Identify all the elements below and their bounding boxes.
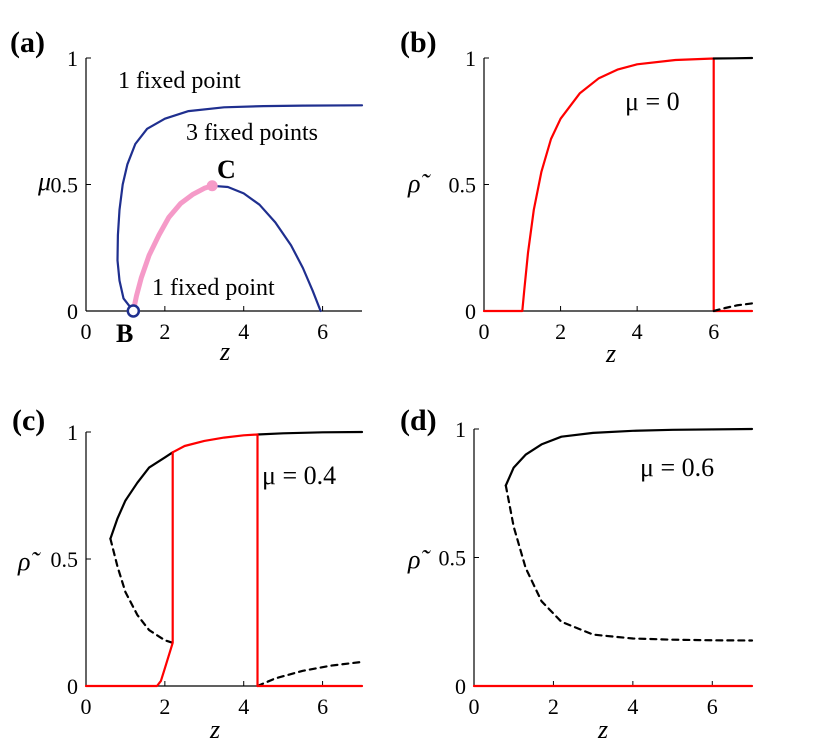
- y-tick-label: 0.5: [51, 173, 79, 198]
- y-tick-label: 1: [67, 420, 78, 445]
- y-tick-label: 0.5: [51, 547, 79, 572]
- series-line-3: [109, 537, 174, 644]
- y-tick-label: 0.5: [439, 546, 467, 571]
- panel-letter-a: (a): [10, 26, 45, 59]
- mu-value-label-b: μ = 0: [625, 87, 680, 116]
- plot-b-marks: 0 2 4 6 0 0.5 1: [449, 46, 754, 344]
- y-axis-label-c: ρ̃: [17, 547, 41, 576]
- x-tick-label: 0: [469, 694, 480, 719]
- x-tick-label: 4: [238, 319, 249, 344]
- x-tick-label: 4: [627, 694, 638, 719]
- mu-value-label-d: μ = 0.6: [640, 453, 714, 482]
- series-line-2: [211, 184, 322, 313]
- annotation-1-fixed-point-top: 1 fixed point: [118, 68, 241, 94]
- series-line-1: [116, 104, 364, 313]
- series-line-1: [109, 451, 174, 540]
- point-marker-b: [126, 304, 141, 318]
- annotation-3-fixed-points: 3 fixed points: [186, 120, 318, 146]
- series-line-5: [84, 433, 364, 688]
- x-tick-label: 2: [159, 319, 170, 344]
- x-tick-label: 6: [707, 694, 718, 719]
- series-line-4: [256, 660, 364, 688]
- panel-a: 0 2 4 6 0 0.5 1 (a) μ z 1 fixed point 3 fixed …: [10, 26, 364, 366]
- y-axis-label-b: ρ̃: [407, 169, 431, 198]
- series-line-2: [256, 430, 364, 436]
- x-axis-label-d: z: [597, 715, 608, 744]
- x-axis-label-c: z: [209, 715, 220, 744]
- point-marker-c: [206, 180, 218, 192]
- y-tick-label: 1: [455, 417, 466, 442]
- x-tick-label: 6: [708, 319, 719, 344]
- x-axis-label-b: z: [605, 339, 616, 368]
- x-tick-label: 4: [632, 319, 643, 344]
- x-tick-label: 2: [555, 319, 566, 344]
- x-tick-label: 6: [317, 319, 328, 344]
- x-tick-label: 6: [317, 694, 328, 719]
- x-axis-label-a: z: [219, 337, 230, 366]
- y-tick-label: 0.5: [449, 173, 477, 198]
- series-line-2: [712, 56, 754, 60]
- y-tick-label: 1: [67, 46, 78, 71]
- plot-d-marks: 0 2 4 6 0 0.5 1: [439, 417, 754, 719]
- x-tick-label: 4: [238, 694, 249, 719]
- annotation-1-fixed-point-bottom: 1 fixed point: [152, 275, 275, 301]
- plot-a-marks: 0 2 4 6 0 0.5 1: [51, 46, 364, 344]
- x-tick-label: 0: [81, 694, 92, 719]
- point-label-c: C: [217, 155, 236, 184]
- mu-value-label-c: μ = 0.4: [262, 461, 336, 490]
- panel-d: 0 2 4 6 0 0.5 1 (d) ρ̃ z μ = 0.6: [400, 404, 754, 744]
- panel-c: 0 2 4 6 0 0.5 1 (c) ρ̃ z μ = 0.4: [12, 404, 364, 744]
- panel-letter-b: (b): [400, 26, 437, 59]
- panel-letter-d: (d): [400, 404, 437, 437]
- plot-c-marks: 0 2 4 6 0 0.5 1: [51, 420, 364, 719]
- y-axis-label-a: μ: [37, 167, 51, 196]
- y-tick-label: 0: [455, 674, 466, 699]
- point-label-b: B: [116, 319, 133, 348]
- y-tick-label: 1: [465, 46, 476, 71]
- series-line-3: [712, 302, 754, 313]
- x-tick-label: 2: [159, 694, 170, 719]
- y-tick-label: 0: [67, 299, 78, 324]
- x-tick-label: 2: [548, 694, 559, 719]
- series-line-1: [482, 57, 754, 313]
- series-line-3: [130, 183, 215, 314]
- x-tick-label: 0: [479, 319, 490, 344]
- x-tick-label: 0: [81, 319, 92, 344]
- y-tick-label: 0: [465, 299, 476, 324]
- y-axis-label-d: ρ̃: [407, 545, 431, 574]
- panel-b: 0 2 4 6 0 0.5 1 (b) ρ̃ z μ = 0: [400, 26, 754, 368]
- panel-letter-c: (c): [12, 404, 45, 437]
- series-line-2: [504, 484, 754, 642]
- y-tick-label: 0: [67, 674, 78, 699]
- series-line-1: [504, 427, 754, 487]
